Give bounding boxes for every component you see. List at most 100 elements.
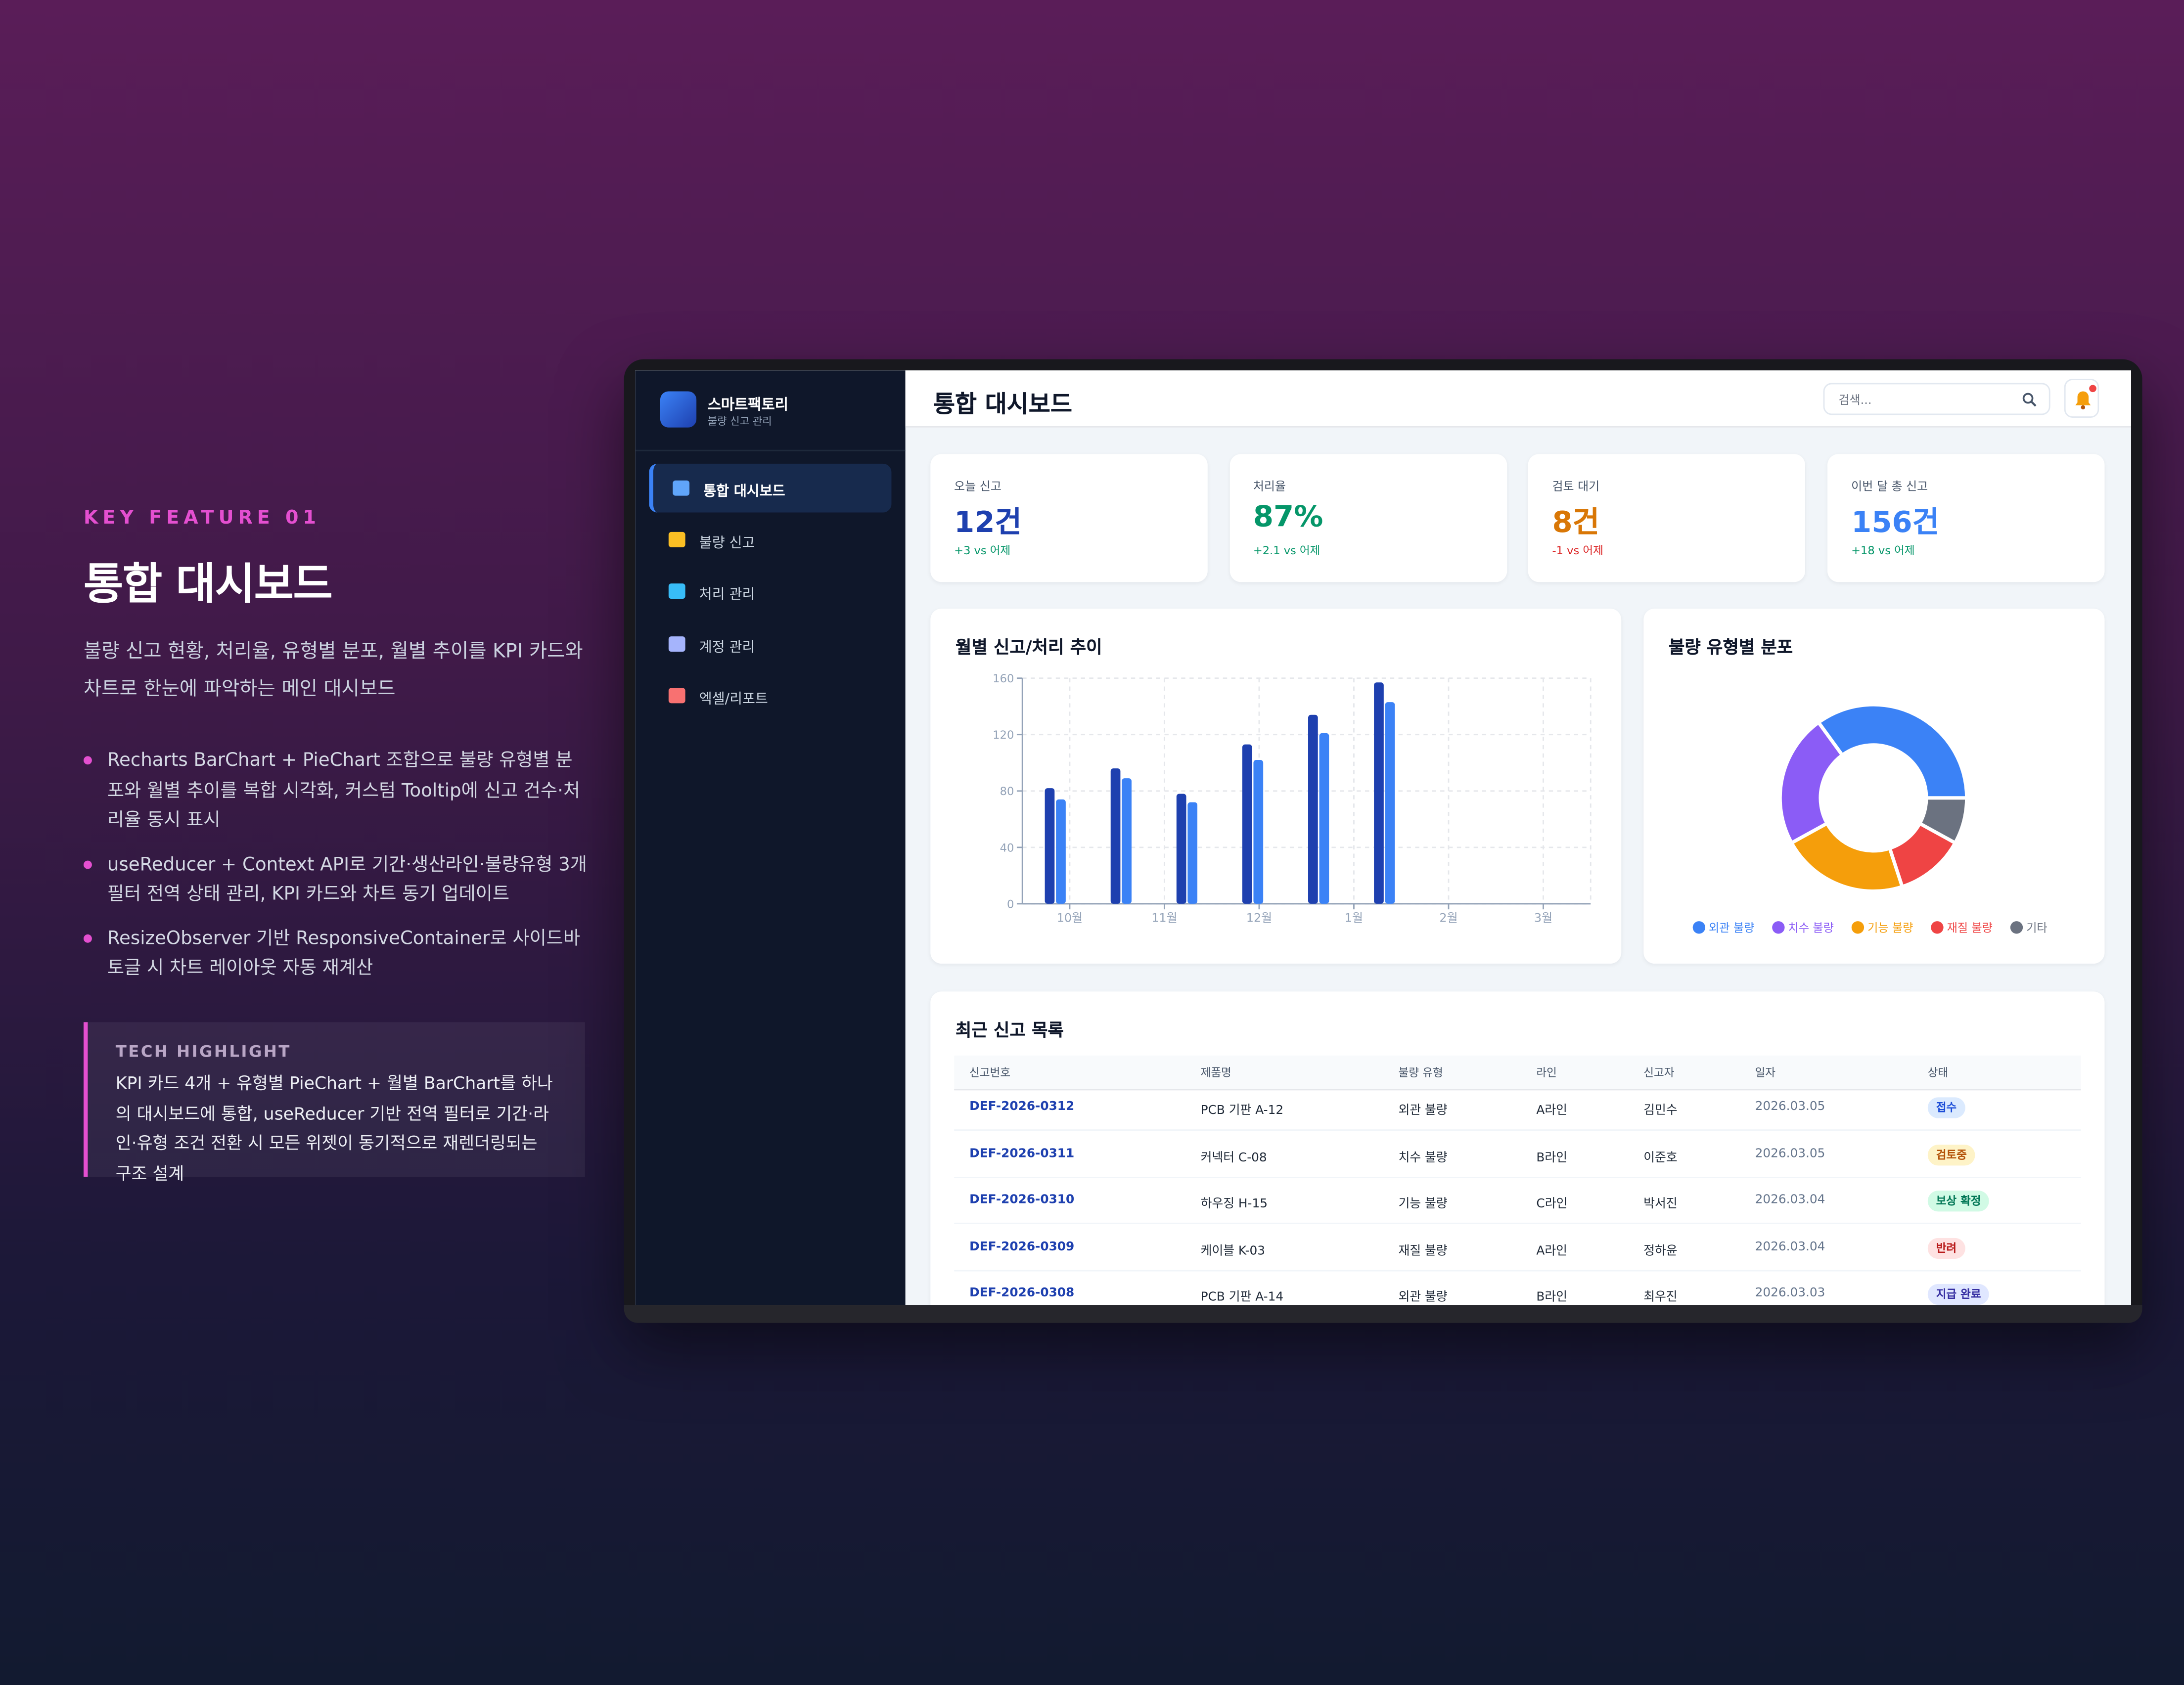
column-header: 제품명 bbox=[1200, 1066, 1231, 1079]
pie-slice bbox=[1789, 821, 1905, 893]
column-header: 상태 bbox=[1927, 1066, 1949, 1079]
bar bbox=[1045, 788, 1055, 904]
divider bbox=[635, 449, 906, 451]
nav-icon bbox=[668, 532, 685, 548]
x-tick-label: 12월 bbox=[1246, 911, 1272, 925]
column-header: 신고자 bbox=[1643, 1066, 1675, 1079]
table-cell: 박서진 bbox=[1643, 1197, 1678, 1212]
table-cell: 치수 불량 bbox=[1398, 1151, 1448, 1165]
report-id: DEF-2026-0309 bbox=[969, 1240, 1075, 1255]
bar bbox=[1122, 778, 1132, 904]
kpi-label: 오늘 신고 bbox=[954, 480, 1001, 494]
legend-label: 기능 불량 bbox=[1867, 922, 1913, 934]
bar bbox=[1374, 682, 1384, 904]
table-cell: 2026.03.04 bbox=[1755, 1240, 1825, 1255]
bar bbox=[1176, 794, 1186, 904]
bar bbox=[1385, 702, 1395, 904]
table-cell: 2026.03.05 bbox=[1755, 1147, 1825, 1161]
nav-item[interactable]: 엑셀/리포트 bbox=[649, 671, 891, 720]
bar bbox=[1110, 768, 1121, 904]
kpi-card: 처리율 87% +2.1 vs 어제 bbox=[1229, 454, 1507, 582]
legend-label: 치수 불량 bbox=[1788, 922, 1834, 934]
y-tick-label: 160 bbox=[993, 672, 1014, 685]
chart-title: 월별 신고/처리 추이 bbox=[956, 636, 1102, 658]
table-cell: 외관 불량 bbox=[1398, 1104, 1448, 1118]
kpi-label: 처리율 bbox=[1253, 480, 1286, 494]
bell-icon bbox=[2075, 385, 2096, 410]
status-badge: 접수 bbox=[1927, 1097, 1965, 1118]
table-cell: A라인 bbox=[1536, 1104, 1567, 1118]
chart-card: 불량 유형별 분포 외관 불량 치수 불량 기능 불량 재질 불량 기타 bbox=[1643, 608, 2105, 964]
nav-item[interactable]: 불량 신고 bbox=[649, 516, 891, 565]
table-cell: C라인 bbox=[1536, 1197, 1568, 1212]
y-tick-label: 40 bbox=[1000, 842, 1014, 854]
status-badge: 반려 bbox=[1927, 1238, 1965, 1259]
kpi-delta: -1 vs 어제 bbox=[1552, 544, 1603, 557]
x-tick-label: 11월 bbox=[1151, 911, 1177, 925]
kpi-delta: +18 vs 어제 bbox=[1851, 544, 1915, 557]
search-box[interactable]: 검색... bbox=[1823, 383, 2050, 415]
search-placeholder: 검색... bbox=[1838, 394, 1872, 408]
table-cell: A라인 bbox=[1536, 1244, 1567, 1259]
table-card: 최근 신고 목록 신고번호 제품명 불량 유형 라인 신고자 일자 상태 DEF-2026-03… bbox=[930, 991, 2105, 1305]
column-header: 일자 bbox=[1755, 1066, 1776, 1079]
table-title: 최근 신고 목록 bbox=[956, 1019, 1064, 1040]
brand-subtitle: 불량 신고 관리 bbox=[707, 415, 772, 428]
topbar: 통합 대시보드 검색... bbox=[905, 370, 2131, 428]
slide-title: 통합 대시보드 bbox=[83, 560, 333, 610]
status-badge: 검토중 bbox=[1927, 1144, 1975, 1165]
nav-label: 처리 관리 bbox=[699, 588, 755, 604]
kpi-value: 156건 bbox=[1851, 505, 1940, 539]
kicker: KEY FEATURE 01 bbox=[83, 507, 320, 530]
y-tick-label: 80 bbox=[1000, 785, 1014, 798]
table-row[interactable]: DEF-2026-0308 PCB 기판 A-14 외관 불량 B라인 최우진 2026.… bbox=[954, 1271, 2081, 1305]
table-row[interactable]: DEF-2026-0311 커넥터 C-08 치수 불량 B라인 이준호 2026.03.… bbox=[954, 1130, 2081, 1178]
nav-item[interactable]: 처리 관리 bbox=[649, 567, 891, 616]
nav-label: 계정 관리 bbox=[699, 640, 755, 656]
page-title: 통합 대시보드 bbox=[933, 391, 1072, 419]
table-row[interactable]: DEF-2026-0310 하우징 H-15 기능 불량 C라인 박서진 2026.03.… bbox=[954, 1177, 2081, 1225]
table-cell: 2026.03.03 bbox=[1755, 1287, 1825, 1301]
tech-highlight: TECH HIGHLIGHT KPI 카드 4개 + 유형별 PieChart … bbox=[83, 1022, 585, 1183]
legend-swatch bbox=[2010, 921, 2023, 934]
nav-label: 통합 대시보드 bbox=[703, 485, 785, 500]
table-cell: 2026.03.04 bbox=[1755, 1194, 1825, 1208]
table-cell: PCB 기판 A-14 bbox=[1200, 1291, 1284, 1305]
kpi-delta: +3 vs 어제 bbox=[954, 544, 1011, 557]
description: 불량 신고 현황, 처리율, 유형별 분포, 월별 추이를 KPI 카드와 차트… bbox=[83, 640, 583, 701]
bar bbox=[1242, 744, 1252, 904]
table-row[interactable]: DEF-2026-0309 케이블 K-03 재질 불량 A라인 정하윤 2026.03.… bbox=[954, 1224, 2081, 1271]
legend-swatch bbox=[1931, 921, 1944, 934]
bar bbox=[1056, 799, 1066, 904]
table-cell: 김민수 bbox=[1643, 1104, 1678, 1118]
highlight-label: TECH HIGHLIGHT bbox=[115, 1041, 291, 1062]
bar bbox=[1319, 733, 1329, 904]
nav-icon bbox=[668, 687, 685, 703]
table-cell: 2026.03.05 bbox=[1755, 1100, 1825, 1114]
bar bbox=[1187, 802, 1198, 904]
bar bbox=[1253, 760, 1264, 904]
table-cell: 최우진 bbox=[1643, 1291, 1678, 1305]
table-cell: B라인 bbox=[1536, 1151, 1568, 1165]
nav-item[interactable]: 계정 관리 bbox=[649, 619, 891, 668]
notification-button[interactable] bbox=[2064, 379, 2099, 418]
chart-card: 월별 신고/처리 추이 0 40 80 120 160 10월 11월 12월 1월 2월 3월 bbox=[930, 608, 1622, 964]
report-id: DEF-2026-0308 bbox=[969, 1287, 1075, 1301]
column-header: 라인 bbox=[1536, 1066, 1557, 1079]
nav-label: 엑셀/리포트 bbox=[699, 692, 768, 708]
nav-icon bbox=[668, 584, 685, 600]
table-cell: 커넥터 C-08 bbox=[1200, 1151, 1267, 1165]
table-header-bg bbox=[954, 1055, 2081, 1091]
table-cell: 정하윤 bbox=[1643, 1244, 1678, 1259]
sidebar: 스마트팩토리 불량 신고 관리 통합 대시보드 불량 신고 처리 관리 계정 관리 엑셀… bbox=[635, 370, 906, 1305]
nav-item[interactable]: 통합 대시보드 bbox=[649, 463, 892, 513]
kpi-value: 87% bbox=[1253, 500, 1323, 533]
kpi-value: 8건 bbox=[1552, 505, 1600, 539]
report-id: DEF-2026-0311 bbox=[969, 1147, 1075, 1161]
nav-icon bbox=[668, 636, 685, 651]
kpi-value: 12건 bbox=[954, 505, 1022, 539]
table-row[interactable]: DEF-2026-0312 PCB 기판 A-12 외관 불량 A라인 김민수 2026.… bbox=[954, 1083, 2081, 1131]
table-cell: 재질 불량 bbox=[1398, 1244, 1448, 1259]
